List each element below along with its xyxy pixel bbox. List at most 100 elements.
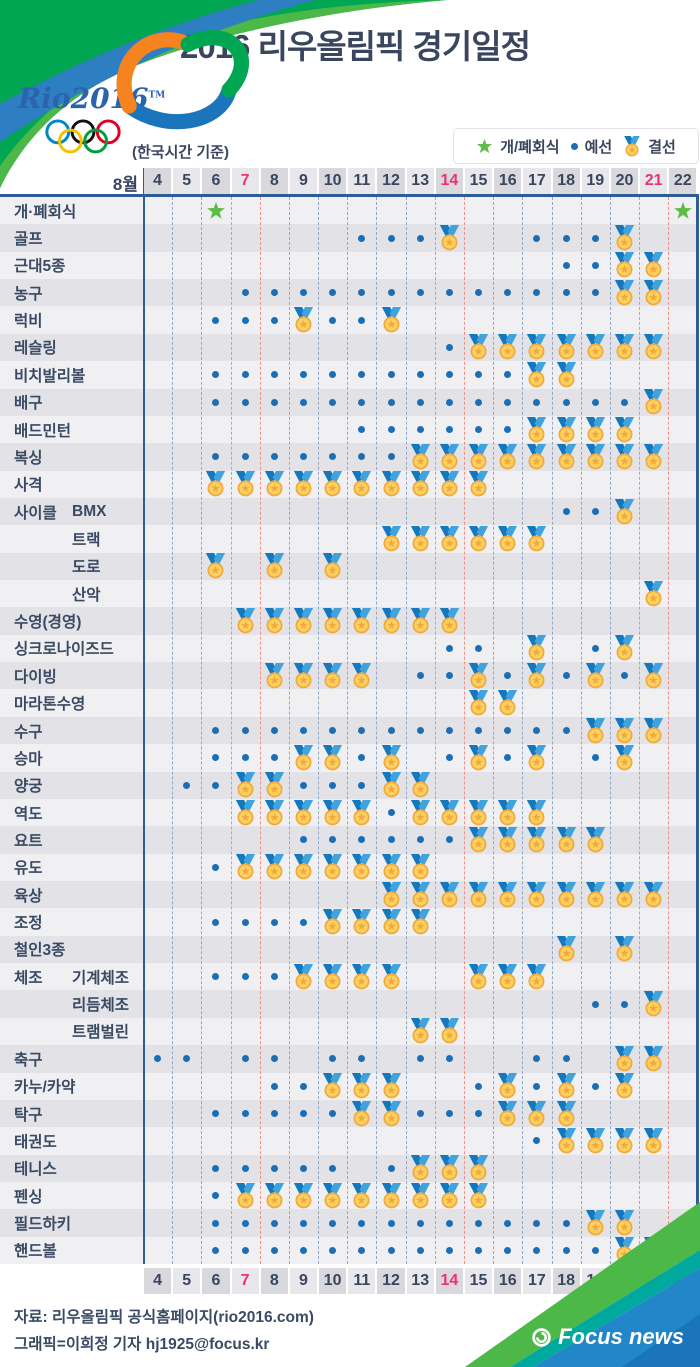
- final-medal-icon: [496, 1100, 519, 1132]
- final-medal-icon: [263, 553, 286, 584]
- prelim-dot-icon: [591, 644, 599, 652]
- prelim-dot-icon: [591, 289, 599, 297]
- column-divider: [288, 197, 290, 1265]
- final-medal-icon: [292, 1182, 315, 1214]
- sport-label: 승마: [14, 750, 43, 768]
- final-medal-icon: [642, 252, 665, 283]
- final-medal-icon: [584, 717, 607, 749]
- sport-label: 근대5종: [14, 258, 66, 276]
- final-medal-icon: [555, 1100, 578, 1132]
- final-medal-icon: [409, 471, 432, 502]
- prelim-dot-icon: [329, 1055, 337, 1063]
- final-medal-icon: [234, 608, 257, 639]
- date-cell-bottom: 6: [202, 1268, 230, 1295]
- footer-source: 자료: 리우올림픽 공식홈페이지(rio2016.com): [14, 1309, 314, 1326]
- prelim-dot-icon: [416, 1055, 424, 1063]
- final-medal-icon: [613, 225, 636, 256]
- sport-label: 개·폐회식: [14, 203, 77, 221]
- prelim-dot-icon: [387, 234, 395, 242]
- date-cell-bottom: 18: [552, 1268, 580, 1295]
- prelim-dot-icon: [154, 1055, 162, 1063]
- table-right-border: [696, 194, 699, 1265]
- prelim-dot-icon: [562, 727, 570, 735]
- final-medal-icon: [525, 826, 548, 858]
- focus-news-logo: Focus news: [531, 1324, 684, 1350]
- final-medal-icon: [438, 799, 461, 831]
- prelim-dot-icon: [387, 371, 395, 379]
- date-cell-top: 5: [173, 168, 201, 194]
- final-medal-icon: [438, 881, 461, 913]
- prelim-dot-icon: [212, 453, 220, 461]
- prelim-dot-icon: [562, 1219, 570, 1227]
- final-medal-icon: [409, 1182, 432, 1214]
- final-medal-icon: [467, 826, 490, 858]
- prelim-dot-icon: [445, 371, 453, 379]
- final-medal-icon: [555, 826, 578, 858]
- final-medal-icon: [496, 443, 519, 475]
- final-medal-icon: [292, 471, 315, 502]
- final-medal-icon: [321, 799, 344, 831]
- prelim-dot-icon: [504, 1219, 512, 1227]
- final-medal-icon: [555, 361, 578, 393]
- prelim-dot-icon: [270, 371, 278, 379]
- final-medal-icon: [496, 334, 519, 365]
- prelim-dot-icon: [329, 453, 337, 461]
- final-medal-icon: [292, 854, 315, 885]
- final-medal-icon: [409, 799, 432, 831]
- sport-label: 조정: [14, 915, 43, 933]
- prelim-dot-icon: [475, 727, 483, 735]
- rio2016-logo: [116, 30, 249, 130]
- date-cell-top: 13: [406, 168, 434, 194]
- prelim-dot-icon: [329, 289, 337, 297]
- final-medal-icon: [409, 443, 432, 475]
- final-medal-icon: [584, 881, 607, 913]
- prelim-dot-icon: [475, 289, 483, 297]
- final-medal-icon: [263, 854, 286, 885]
- date-cell-top: 15: [464, 168, 493, 194]
- final-medal-icon: [321, 854, 344, 885]
- column-divider: [522, 197, 524, 1265]
- sport-label: 트랙: [72, 531, 101, 549]
- final-medal-icon: [380, 307, 403, 338]
- date-cell-bottom: 17: [523, 1268, 551, 1295]
- sport-group-label: 사이클: [14, 504, 57, 522]
- prelim-dot-icon: [241, 727, 249, 735]
- prelim-dot-icon: [241, 973, 249, 981]
- final-medal-icon: [642, 580, 665, 612]
- date-cell-bottom: 20: [610, 1268, 639, 1295]
- prelim-dot-icon: [299, 836, 307, 844]
- final-medal-icon: [409, 608, 432, 639]
- final-medal-icon: [525, 662, 548, 694]
- prelim-dot-icon: [591, 508, 599, 516]
- final-medal-icon: [642, 881, 665, 913]
- prelim-dot-icon: [212, 1164, 220, 1172]
- final-medal-icon: [613, 443, 636, 475]
- prelim-dot-icon: [212, 863, 220, 871]
- date-cell-top: 21: [640, 168, 668, 194]
- prelim-dot-icon: [299, 1110, 307, 1118]
- final-medal-icon: [350, 909, 373, 940]
- prelim-dot-icon: [270, 1082, 278, 1090]
- prelim-dot-icon: [358, 234, 366, 242]
- final-medal-icon: [204, 553, 227, 584]
- prelim-dot-icon: [299, 398, 307, 406]
- prelim-dot-icon: [241, 1219, 249, 1227]
- final-medal-icon: [321, 1182, 344, 1214]
- prelim-dot-icon: [620, 398, 628, 406]
- column-divider: [580, 197, 582, 1265]
- final-medal-icon: [613, 635, 636, 666]
- date-cell-top: 11: [348, 168, 376, 194]
- final-medal-icon: [525, 526, 548, 557]
- date-cell-bottom: 11: [348, 1268, 376, 1295]
- final-medal-icon: [321, 744, 344, 776]
- prelim-dot-icon: [270, 289, 278, 297]
- sport-label: 요트: [14, 832, 43, 850]
- final-medal-icon: [555, 416, 578, 448]
- sport-label: 싱크로나이즈드: [14, 641, 114, 659]
- prelim-dot-icon: [387, 426, 395, 434]
- date-cell-top: 8: [260, 168, 288, 194]
- prelim-dot-icon: [387, 727, 395, 735]
- date-cell-top: 9: [289, 168, 318, 194]
- prelim-dot-icon: [416, 426, 424, 434]
- prelim-dot-icon: [212, 316, 220, 324]
